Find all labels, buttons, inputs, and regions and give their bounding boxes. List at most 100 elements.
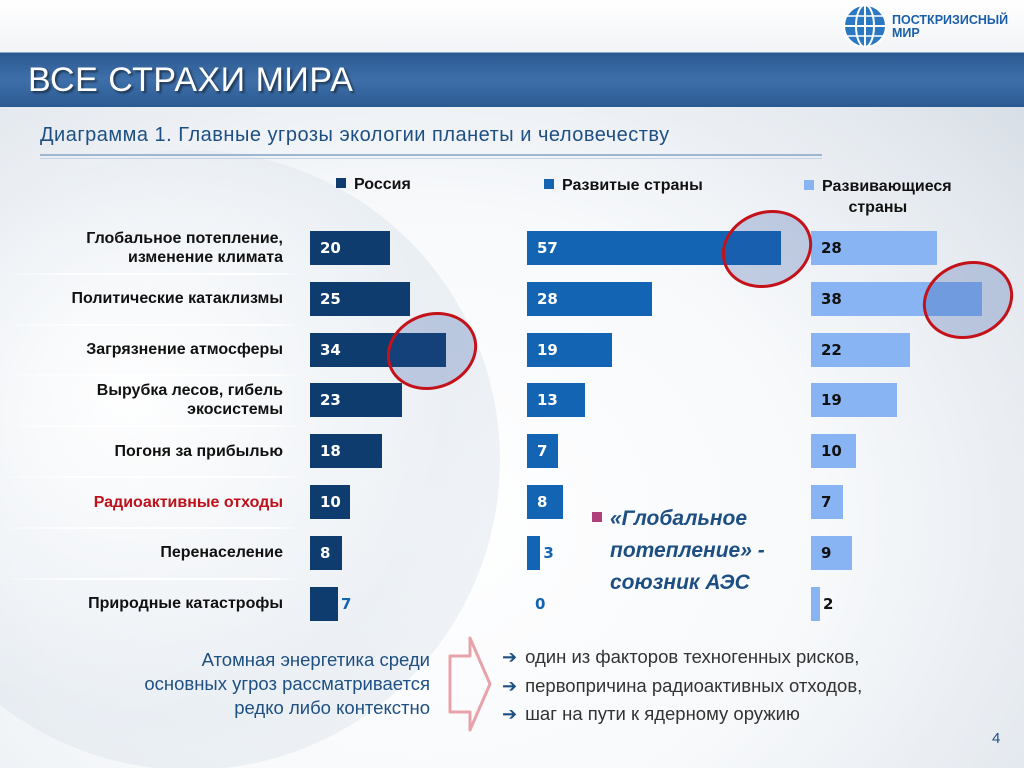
data-label: 18 — [320, 442, 341, 461]
logo-text: ПОСТКРИЗИСНЫЙ МИР — [892, 14, 1008, 40]
bar-russia — [310, 383, 402, 418]
data-label: 9 — [821, 543, 832, 562]
data-label: 10 — [821, 442, 842, 461]
note-line1: «Глобальное — [610, 507, 748, 530]
data-label: 19 — [821, 391, 842, 410]
logo-area: ПОСТКРИЗИСНЫЙ МИР — [0, 0, 1024, 52]
legend-item-russia: Россия — [336, 176, 411, 194]
legend-label-russia: Россия — [354, 176, 411, 193]
bar-developed — [527, 231, 781, 265]
bar-developed — [527, 332, 612, 367]
legend-label-developing-line2: страны — [848, 199, 908, 216]
legend-swatch-developing — [804, 180, 814, 190]
data-label: 20 — [320, 239, 341, 257]
legend-label-developed: Развитые страны — [562, 177, 703, 194]
data-label: 38 — [821, 289, 842, 308]
note-line3: союзник АЭС — [610, 571, 750, 594]
data-label: 57 — [537, 239, 558, 257]
bar-russia — [310, 281, 410, 316]
data-label: 0 — [535, 594, 546, 613]
category-label-line: Радиоактивные отходы — [93, 493, 283, 511]
bullet-item: ➔ шаг на пути к ядерному оружию — [502, 703, 800, 724]
data-label: 7 — [537, 442, 548, 461]
row-separator — [0, 476, 300, 478]
bar-developing — [811, 434, 856, 469]
category-label-line: Политические катаклизмы — [71, 290, 283, 308]
logo-line2: МИР — [892, 26, 920, 40]
slide-title: ВСЕ СТРАХИ МИРА — [28, 61, 354, 99]
category-label: Глобальное потепление, изменение климата — [20, 226, 283, 270]
chart-title: Диаграмма 1. Главные угрозы экологии пла… — [40, 124, 670, 146]
bar-russia — [310, 485, 350, 519]
bullet-list: ➔ один из факторов техногенных рисков, ➔ п… — [502, 643, 862, 729]
category-label-line: Природные катастрофы — [88, 595, 283, 613]
category-label: Перенаселение — [20, 531, 283, 575]
bar-developed — [527, 383, 585, 418]
bar-developed — [527, 434, 559, 469]
bar-developing — [811, 535, 852, 570]
row-separator — [0, 323, 300, 326]
bar-developing — [811, 332, 910, 367]
logo-line1: ПОСТКРИЗИСНЫЙ — [892, 13, 1009, 27]
legend-label-developing-line1: Развивающиеся — [822, 178, 952, 195]
category-label-line: Загрязнение атмосферы — [86, 341, 283, 359]
data-label: 2 — [823, 594, 834, 613]
page-number: 4 — [992, 730, 1001, 747]
data-label: 25 — [320, 289, 341, 308]
bar-russia — [310, 535, 342, 570]
category-label-line: изменение климата — [128, 249, 283, 266]
data-label: 13 — [537, 391, 558, 410]
category-label: Загрязнение атмосферы — [20, 328, 283, 372]
bar-developing — [811, 383, 897, 418]
arrow-bullet-icon: ➔ — [502, 647, 518, 667]
category-label-line: Вырубка лесов, гибель — [96, 382, 283, 400]
legend-item-developed: Развитые страны — [544, 177, 703, 195]
data-label: 7 — [341, 594, 352, 613]
data-label: 7 — [821, 493, 832, 511]
bar-russia — [310, 231, 390, 265]
category-label-line: Глобальное потепление, — [86, 230, 283, 247]
bar-developing — [811, 281, 982, 316]
bullet-item: ➔ первопричина радиоактивных отходов, — [502, 674, 863, 696]
bar-developing — [811, 485, 843, 519]
data-label: 8 — [537, 493, 548, 511]
data-label: 22 — [821, 340, 842, 359]
bottom-left-line1: Атомная энергетика среди — [201, 649, 430, 670]
data-label: 10 — [320, 493, 341, 511]
data-label: 23 — [320, 391, 341, 410]
bottom-left-line2: основных угроз рассматривается — [144, 673, 430, 694]
note-bullet-icon — [592, 512, 602, 522]
bar-russia — [310, 332, 446, 367]
row-separator — [0, 425, 300, 428]
data-label: 28 — [537, 289, 558, 308]
annotation-note: «Глобальное потепление» - союзник АЭС — [592, 503, 792, 599]
bar-developing — [811, 231, 937, 265]
bar-developed — [527, 535, 541, 570]
title-underline-thin — [40, 158, 822, 159]
note-line2: потепление» - — [610, 539, 765, 562]
legend-item-developing: Развивающиеся страны — [804, 176, 952, 218]
category-label-line: Погоня за прибылью — [114, 442, 283, 460]
bar-russia — [310, 434, 382, 469]
title-underline — [40, 154, 822, 156]
category-label-line: Перенаселение — [160, 544, 283, 562]
bottom-left-text: Атомная энергетика среди основных угроз … — [40, 648, 430, 720]
globe-background — [0, 150, 500, 768]
arrow-bullet-icon: ➔ — [502, 675, 518, 696]
category-label: Вырубка лесов, гибель экосистемы — [20, 378, 283, 422]
category-label: Радиоактивные отходы — [20, 480, 283, 524]
data-label: 8 — [320, 543, 331, 562]
bottom-left-line3: редко либо контекстно — [234, 697, 430, 718]
data-label: 34 — [320, 340, 341, 359]
data-label: 28 — [821, 239, 842, 257]
title-banner: ВСЕ СТРАХИ МИРА — [0, 52, 1024, 107]
bar-russia — [310, 586, 338, 621]
arrow-bullet-icon: ➔ — [502, 704, 518, 724]
row-separator — [0, 374, 300, 377]
arrow-right-icon — [448, 636, 492, 732]
data-label: 19 — [537, 340, 558, 359]
legend-swatch-developed — [544, 179, 554, 189]
bar-developed — [527, 485, 563, 519]
bar-developing — [811, 586, 820, 621]
